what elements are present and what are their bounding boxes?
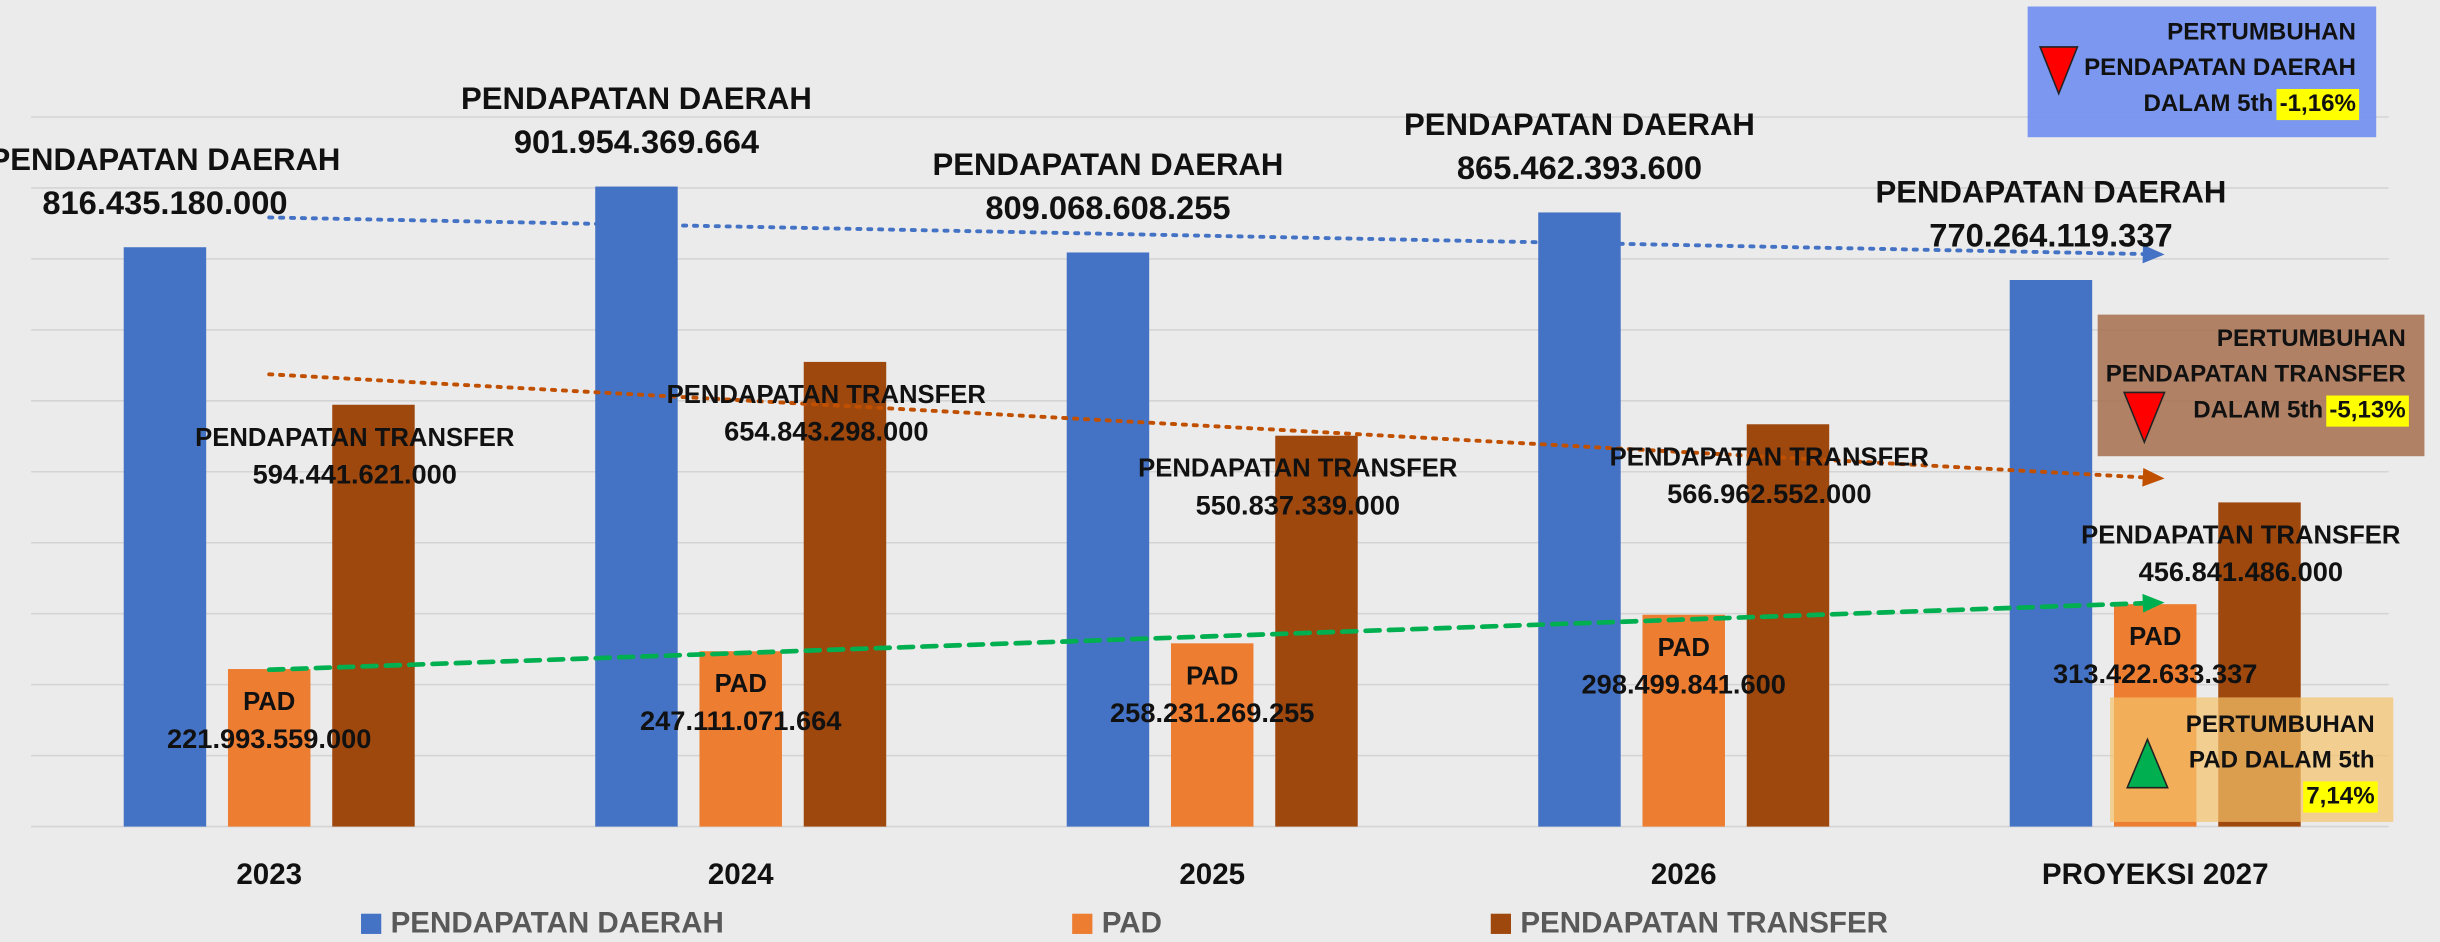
bar — [1170, 643, 1254, 827]
data-label-name: PAD — [1186, 662, 1238, 690]
data-label-name: PENDAPATAN DAERAH — [1876, 175, 2227, 210]
trend-arrow — [2142, 244, 2165, 264]
x-tick-label: 2024 — [708, 858, 774, 891]
annotation-text: DALAM 5th — [2193, 396, 2323, 423]
annotation-value: 7,14% — [2306, 782, 2374, 809]
x-tick-label: PROYEKSI 2027 — [2042, 858, 2269, 891]
data-label-name: PAD — [1658, 634, 1710, 662]
bar — [803, 361, 887, 827]
annotation-text: PENDAPATAN DAERAH — [2084, 54, 2356, 81]
data-label: 809.068.608.255 — [985, 189, 1230, 226]
data-label: 865.462.393.600 — [1457, 149, 1702, 186]
annotation-text: PERTUMBUHAN — [2186, 711, 2375, 738]
data-label-name: PENDAPATAN DAERAH — [0, 142, 340, 177]
data-label-name: PENDAPATAN TRANSFER — [1610, 443, 1929, 471]
x-tick-label: 2025 — [1179, 858, 1245, 891]
trendline — [267, 372, 2145, 480]
data-label: 456.841.486.000 — [2139, 556, 2343, 587]
bar — [332, 404, 415, 827]
down-icon — [2122, 391, 2166, 445]
data-label-name: PENDAPATAN DAERAH — [1404, 107, 1755, 142]
annotation-value: -5,13% — [2329, 396, 2405, 423]
bar — [699, 651, 782, 827]
data-label-name: PENDAPATAN DAERAH — [933, 147, 1284, 182]
trend-arrow — [2142, 593, 2165, 613]
trendlines — [266, 215, 2165, 673]
data-label: 313.422.633.337 — [2053, 658, 2257, 689]
legend: PENDAPATAN DAERAH PAD PENDAPATAN TRANSFER — [361, 906, 1888, 939]
data-label: 550.837.339.000 — [1196, 489, 1400, 520]
legend-swatch — [1072, 913, 1093, 934]
down-icon — [2038, 46, 2079, 96]
data-label: 247.111.071.664 — [640, 705, 841, 736]
data-label: 258.231.269.255 — [1110, 697, 1314, 728]
bar — [1538, 212, 1621, 827]
legend-swatch — [1490, 913, 1511, 934]
annotation-text: PENDAPATAN TRANSFER — [2106, 361, 2406, 388]
data-label-name: PENDAPATAN TRANSFER — [1138, 455, 1457, 483]
data-label-name: PAD — [2129, 623, 2181, 651]
x-tick-label: 2023 — [236, 858, 302, 891]
x-tick-label: 2026 — [1651, 858, 1717, 891]
annotations: PERTUMBUHAN PENDAPATAN DAERAH DALAM 5th -1,… — [2084, 18, 2409, 813]
data-label: 566.962.552.000 — [1667, 478, 1871, 509]
bar — [1066, 252, 1150, 827]
highlight — [2276, 88, 2360, 121]
data-label-name: PENDAPATAN TRANSFER — [2081, 521, 2400, 549]
data-label: 654.843.298.000 — [724, 416, 928, 447]
annotation-text: DALAM 5th — [2143, 90, 2273, 117]
bar — [1642, 614, 1725, 827]
data-label: 594.441.621.000 — [253, 459, 457, 490]
trendline — [267, 215, 2145, 256]
highlight — [2326, 395, 2409, 427]
data-label: 770.264.119.337 — [1929, 217, 2172, 254]
legend-label: PAD — [1102, 906, 1162, 939]
legend-swatch — [361, 913, 382, 934]
trend-arrow — [2142, 468, 2165, 487]
labels: 2023 2024 2025 2026 PROYEKSI 2027 PENDAPATAN … — [0, 81, 2400, 891]
highlight — [2303, 781, 2378, 813]
bar — [123, 247, 207, 827]
bar — [595, 186, 678, 827]
data-label: 901.954.369.664 — [514, 123, 759, 160]
trendline — [266, 600, 2146, 673]
up-icon — [2126, 737, 2169, 789]
annotation-text: PAD DALAM 5th — [2189, 747, 2375, 774]
data-label: 221.993.559.000 — [167, 723, 371, 754]
data-label-name: PAD — [715, 670, 767, 698]
data-label: 816.435.180.000 — [42, 184, 287, 221]
data-label-name: PAD — [243, 688, 295, 716]
annotation-value: -1,16% — [2280, 90, 2356, 117]
bar — [1746, 424, 1830, 827]
bar — [227, 669, 311, 827]
data-label-name: PENDAPATAN DAERAH — [461, 81, 812, 116]
bar — [2009, 280, 2093, 827]
data-label: 298.499.841.600 — [1582, 669, 1786, 700]
legend-label: PENDAPATAN DAERAH — [391, 906, 724, 939]
growth-box — [2097, 314, 2425, 457]
annotation-text: PERTUMBUHAN — [2167, 18, 2356, 45]
bars — [123, 186, 2301, 827]
legend-label: PENDAPATAN TRANSFER — [1520, 906, 1888, 939]
data-label-name: PENDAPATAN TRANSFER — [667, 381, 986, 409]
data-label-name: PENDAPATAN TRANSFER — [195, 424, 514, 452]
annotation-text: PERTUMBUHAN — [2217, 325, 2406, 352]
